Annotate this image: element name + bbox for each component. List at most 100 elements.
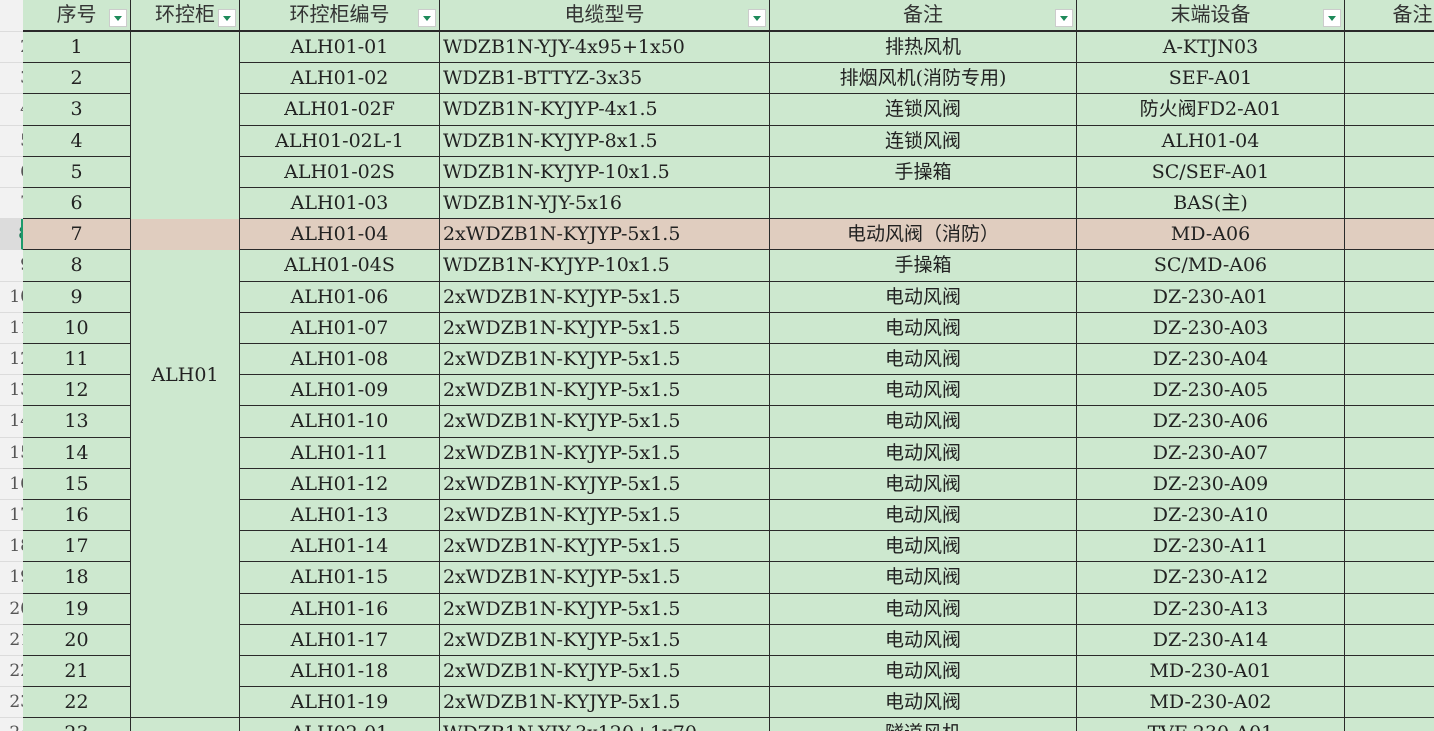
column-header[interactable]: 环控柜编号 [240,0,440,32]
cell-cable[interactable]: WDZB1N-YJY-5x16 [440,188,770,220]
cell-remark[interactable]: 电动风阀 [770,468,1077,500]
filter-dropdown-icon[interactable] [218,9,236,27]
filter-dropdown-icon[interactable] [1323,9,1341,27]
cell-device[interactable]: DZ-230-A11 [1077,531,1345,563]
cell-remark[interactable]: 电动风阀 [770,531,1077,563]
cell-remark[interactable]: 连锁风阀 [770,125,1077,157]
cell-code[interactable]: ALH01-07 [240,312,440,344]
cell-device[interactable]: MD-230-A01 [1077,656,1345,688]
cell-empty[interactable] [1345,281,1434,313]
cell-remark[interactable]: 电动风阀 [770,687,1077,719]
row-number[interactable]: 5 [0,125,23,157]
cell-remark[interactable]: 电动风阀 [770,406,1077,438]
cell-code[interactable]: ALH01-16 [240,593,440,625]
cell-device[interactable]: DZ-230-A12 [1077,562,1345,594]
cell-empty[interactable] [1345,219,1434,251]
cell-device[interactable]: DZ-230-A04 [1077,344,1345,376]
cell-device[interactable]: DZ-230-A09 [1077,468,1345,500]
cell-remark[interactable]: 手操箱 [770,250,1077,282]
cell-code[interactable]: ALH02-01 [240,718,440,731]
cell-device[interactable]: BAS(主) [1077,188,1345,220]
cell-empty[interactable] [1345,687,1434,719]
cell-no[interactable]: 7 [23,219,131,251]
cell-no[interactable]: 11 [23,344,131,376]
column-header[interactable]: 末端设备 [1077,0,1345,32]
cell-device[interactable]: DZ-230-A10 [1077,500,1345,532]
cell-empty[interactable] [1345,500,1434,532]
cell-cable[interactable]: 2xWDZB1N-KYJYP-5x1.5 [440,593,770,625]
row-number[interactable]: 24 [0,718,23,731]
cell-cable[interactable]: WDZB1N-YJY-4x95+1x50 [440,32,770,64]
cell-remark[interactable]: 电动风阀 [770,500,1077,532]
cell-cable[interactable]: WDZB1N-KYJYP-4x1.5 [440,94,770,126]
cell-code[interactable]: ALH01-01 [240,32,440,64]
filter-dropdown-icon[interactable] [1055,9,1073,27]
cell-cable[interactable]: 2xWDZB1N-KYJYP-5x1.5 [440,406,770,438]
row-number[interactable]: 20 [0,593,23,625]
cell-no[interactable]: 21 [23,656,131,688]
cell-empty[interactable] [1345,94,1434,126]
cell-no[interactable]: 10 [23,312,131,344]
cell-no[interactable]: 16 [23,500,131,532]
cell-remark[interactable]: 电动风阀 [770,437,1077,469]
cell-device[interactable]: ALH01-04 [1077,125,1345,157]
cell-empty[interactable] [1345,562,1434,594]
cell-empty[interactable] [1345,656,1434,688]
cell-empty[interactable] [1345,156,1434,188]
filter-dropdown-icon[interactable] [109,9,127,27]
cell-remark[interactable]: 排烟风机(消防专用) [770,63,1077,95]
filter-dropdown-icon[interactable] [418,9,436,27]
cell-cable[interactable]: 2xWDZB1N-KYJYP-5x1.5 [440,344,770,376]
cell-code[interactable]: ALH01-08 [240,344,440,376]
cell-no[interactable]: 12 [23,375,131,407]
merged-cabinet-cell[interactable]: ALH01 [131,32,240,719]
filter-dropdown-icon[interactable] [748,9,766,27]
cell-no[interactable]: 19 [23,593,131,625]
cell-remark[interactable]: 排热风机 [770,32,1077,64]
row-number[interactable]: 21 [0,624,23,656]
cell-empty[interactable] [1345,718,1434,731]
cell-device[interactable]: SC/MD-A06 [1077,250,1345,282]
cell-device[interactable]: DZ-230-A01 [1077,281,1345,313]
cell-code[interactable]: ALH01-06 [240,281,440,313]
cell-device[interactable]: DZ-230-A14 [1077,624,1345,656]
cell-device[interactable]: DZ-230-A06 [1077,406,1345,438]
cell-no[interactable]: 6 [23,188,131,220]
row-number[interactable]: 19 [0,562,23,594]
row-number[interactable]: 16 [0,468,23,500]
cell-remark[interactable]: 连锁风阀 [770,94,1077,126]
cell-code[interactable]: ALH01-10 [240,406,440,438]
row-number[interactable]: 12 [0,344,23,376]
cell-no[interactable]: 17 [23,531,131,563]
cell-device[interactable]: 防火阀FD2-A01 [1077,94,1345,126]
cell-device[interactable]: MD-230-A02 [1077,687,1345,719]
cell-remark[interactable]: 电动风阀 [770,312,1077,344]
cell-no[interactable]: 14 [23,437,131,469]
row-number[interactable]: 18 [0,531,23,563]
cell-empty[interactable] [1345,375,1434,407]
row-number[interactable]: 23 [0,687,23,719]
cell-no[interactable]: 8 [23,250,131,282]
cell-remark[interactable]: 电动风阀 [770,344,1077,376]
row-number[interactable]: 7 [0,188,23,220]
cell-empty[interactable] [1345,437,1434,469]
column-header[interactable]: 备注 [1345,0,1434,32]
cell-code[interactable]: ALH01-13 [240,500,440,532]
cell-device[interactable]: SEF-A01 [1077,63,1345,95]
cell-cable[interactable]: WDZB1N-KYJYP-10x1.5 [440,250,770,282]
cell-cable[interactable]: 2xWDZB1N-KYJYP-5x1.5 [440,531,770,563]
cell-code[interactable]: ALH01-02S [240,156,440,188]
cell-empty[interactable] [1345,250,1434,282]
cell-cable[interactable]: 2xWDZB1N-KYJYP-5x1.5 [440,468,770,500]
cell-empty[interactable] [1345,406,1434,438]
cell-code[interactable]: ALH01-12 [240,468,440,500]
cell-code[interactable]: ALH01-02F [240,94,440,126]
cell-device[interactable]: DZ-230-A13 [1077,593,1345,625]
cell-device[interactable]: DZ-230-A03 [1077,312,1345,344]
row-number[interactable]: 4 [0,94,23,126]
cell-remark[interactable]: 电动风阀 [770,281,1077,313]
row-number[interactable]: 8 [0,219,23,251]
cell-no[interactable]: 20 [23,624,131,656]
cell-code[interactable]: ALH01-03 [240,188,440,220]
cell-remark[interactable]: 电动风阀 [770,656,1077,688]
